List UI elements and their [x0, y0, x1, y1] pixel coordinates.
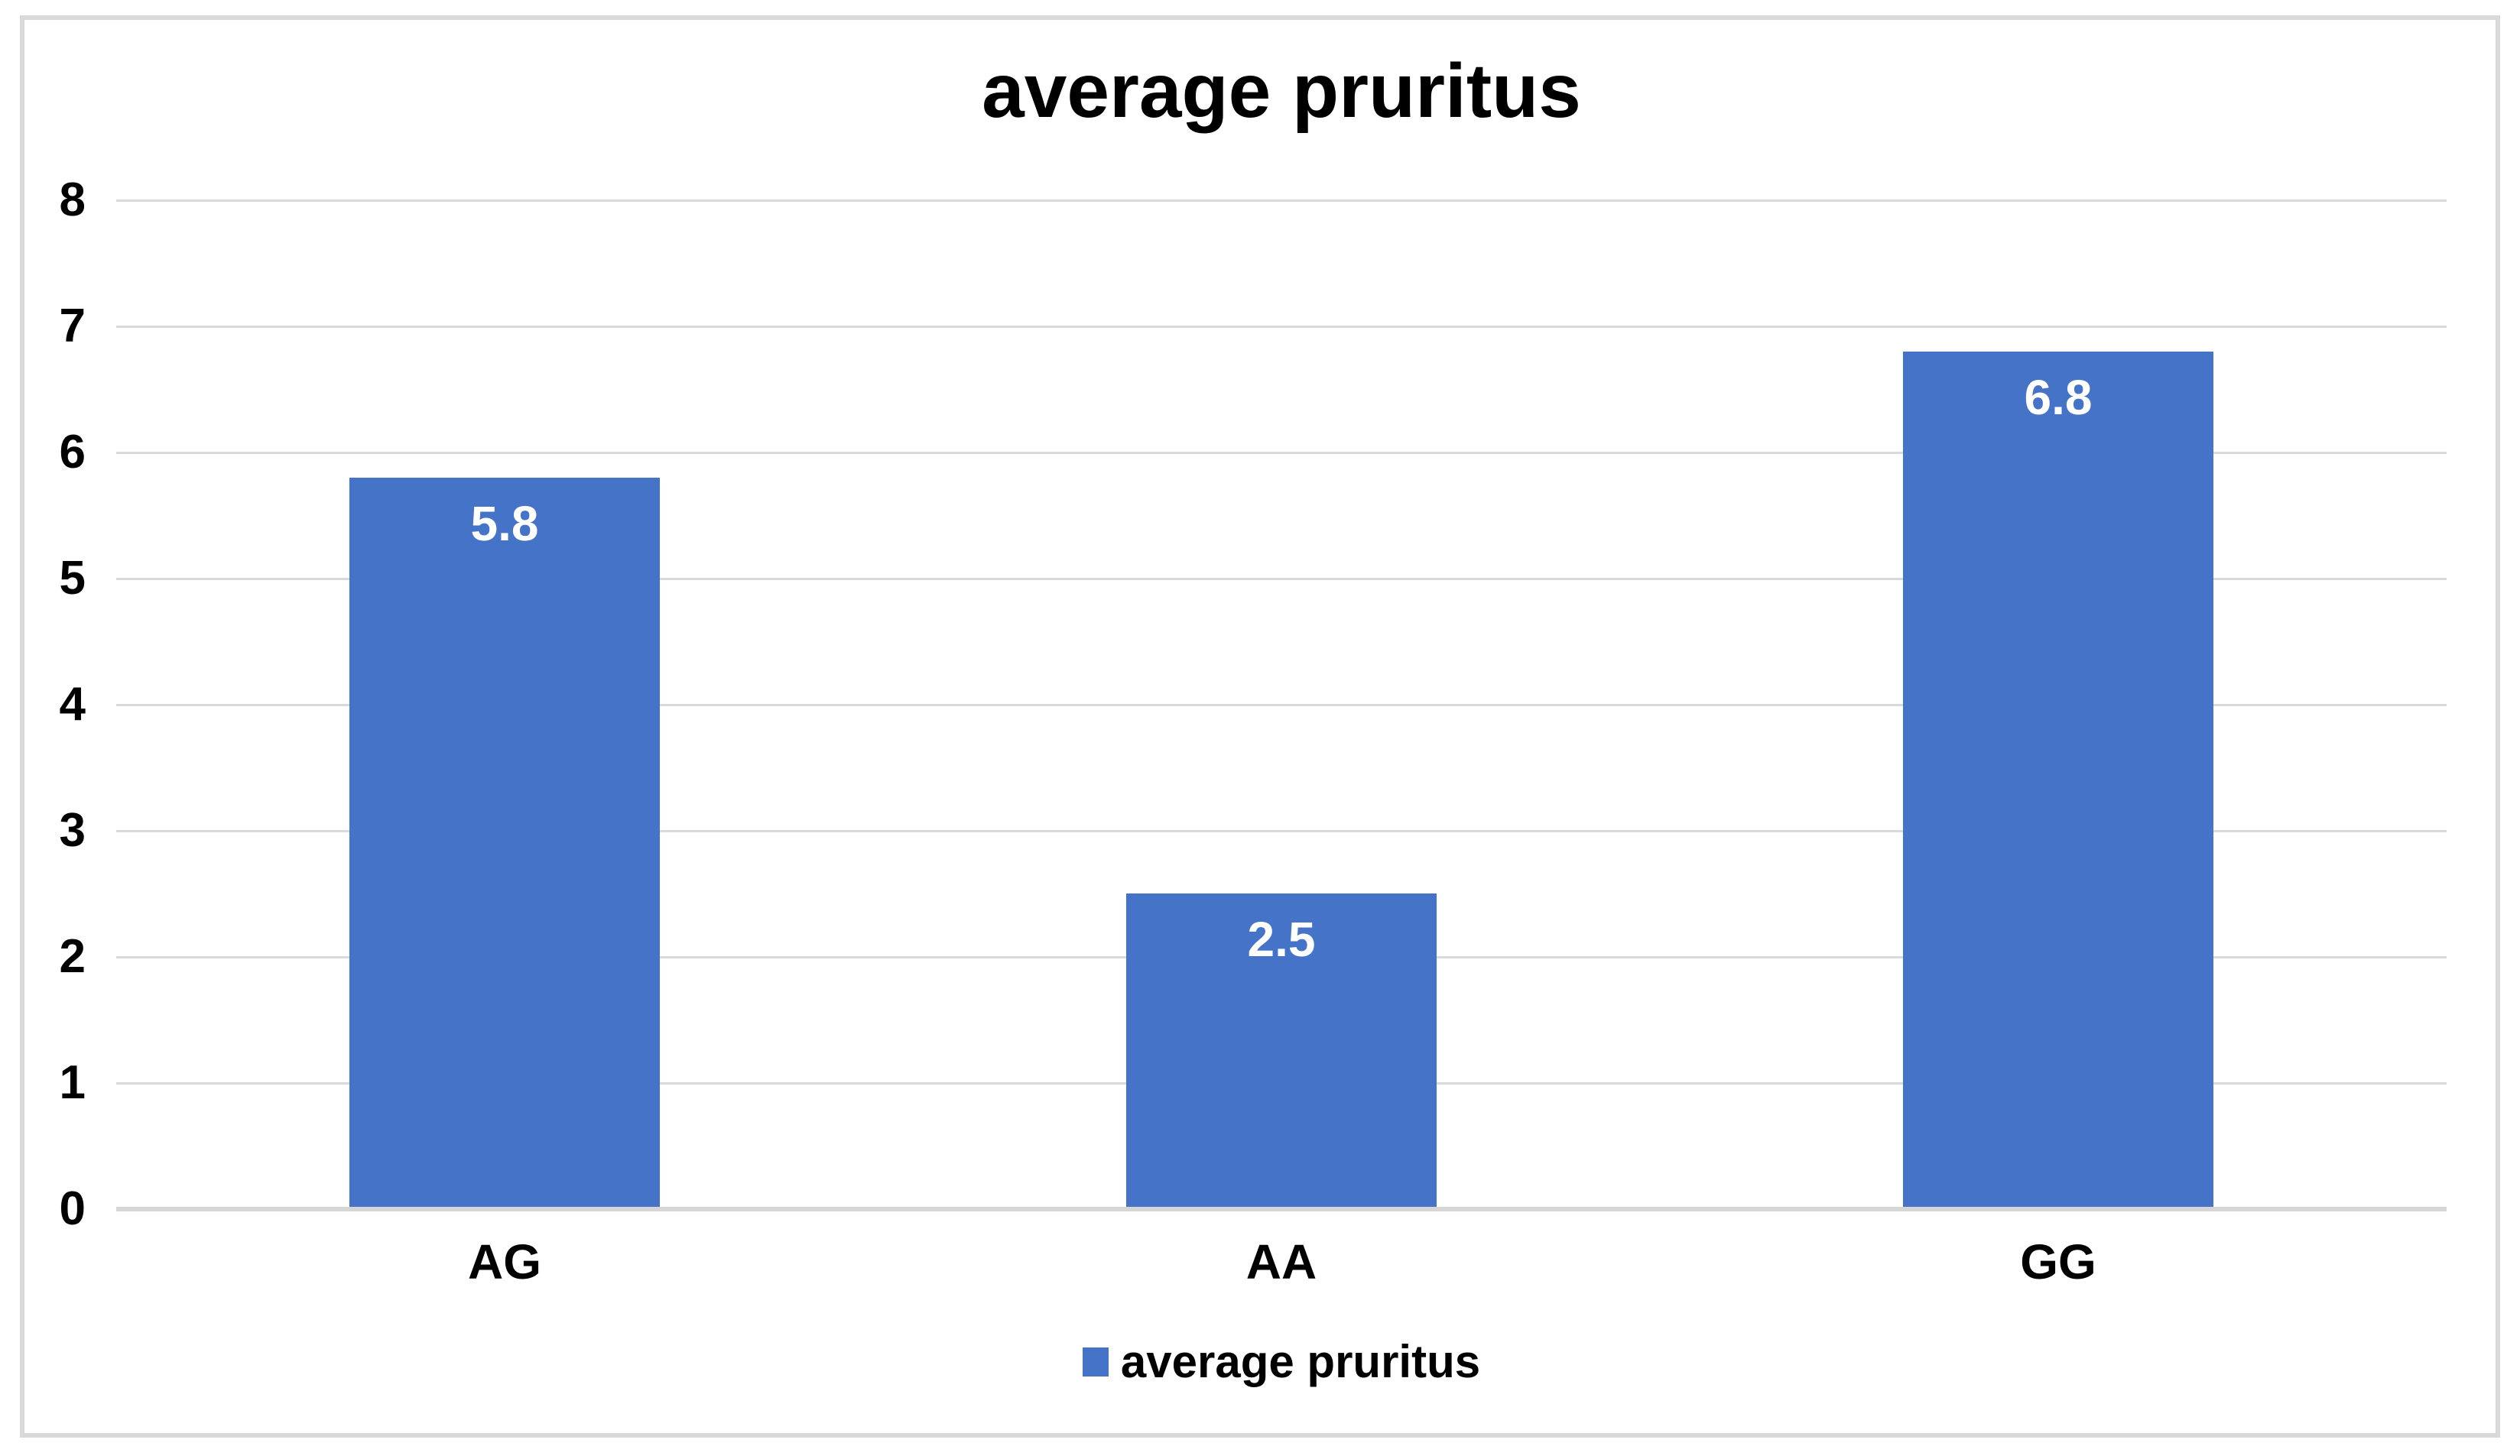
chart-title: average pruritus — [982, 48, 1581, 134]
y-tick-label-3: 3 — [59, 804, 86, 857]
y-tick-label-6: 6 — [59, 426, 86, 478]
y-tick-label-5: 5 — [59, 552, 86, 605]
y-tick-label-7: 7 — [59, 300, 86, 352]
y-tick-label-0: 0 — [59, 1182, 86, 1235]
bar-AA: 2.5 — [1126, 893, 1437, 1209]
legend-color-swatch-icon — [1082, 1347, 1109, 1377]
bar-GG: 6.8 — [1903, 352, 2213, 1209]
bar-value-label-AA: 2.5 — [1247, 912, 1316, 967]
x-category-label-AA: AA — [1245, 1234, 1317, 1289]
bar-value-label-GG: 6.8 — [2024, 370, 2093, 425]
gridline-y-6 — [116, 452, 2447, 454]
x-category-label-AG: AG — [468, 1234, 541, 1289]
gridline-y-8 — [116, 199, 2447, 202]
y-tick-label-1: 1 — [59, 1056, 86, 1109]
y-tick-label-4: 4 — [59, 678, 86, 731]
y-tick-label-2: 2 — [59, 930, 86, 983]
x-category-label-GG: GG — [2020, 1234, 2096, 1289]
gridline-y-3 — [116, 830, 2447, 832]
plot-area: 5.8 2.5 6.8 — [116, 199, 2447, 1209]
legend: average pruritus — [116, 1339, 2447, 1385]
gridline-y-7 — [116, 326, 2447, 328]
bar-value-label-AG: 5.8 — [470, 496, 539, 551]
x-axis-line — [116, 1207, 2447, 1211]
gridline-y-4 — [116, 704, 2447, 706]
legend-series-label: average pruritus — [1120, 1336, 1481, 1387]
bar-AG: 5.8 — [349, 478, 660, 1209]
y-tick-label-8: 8 — [59, 173, 86, 226]
gridline-y-5 — [116, 578, 2447, 580]
